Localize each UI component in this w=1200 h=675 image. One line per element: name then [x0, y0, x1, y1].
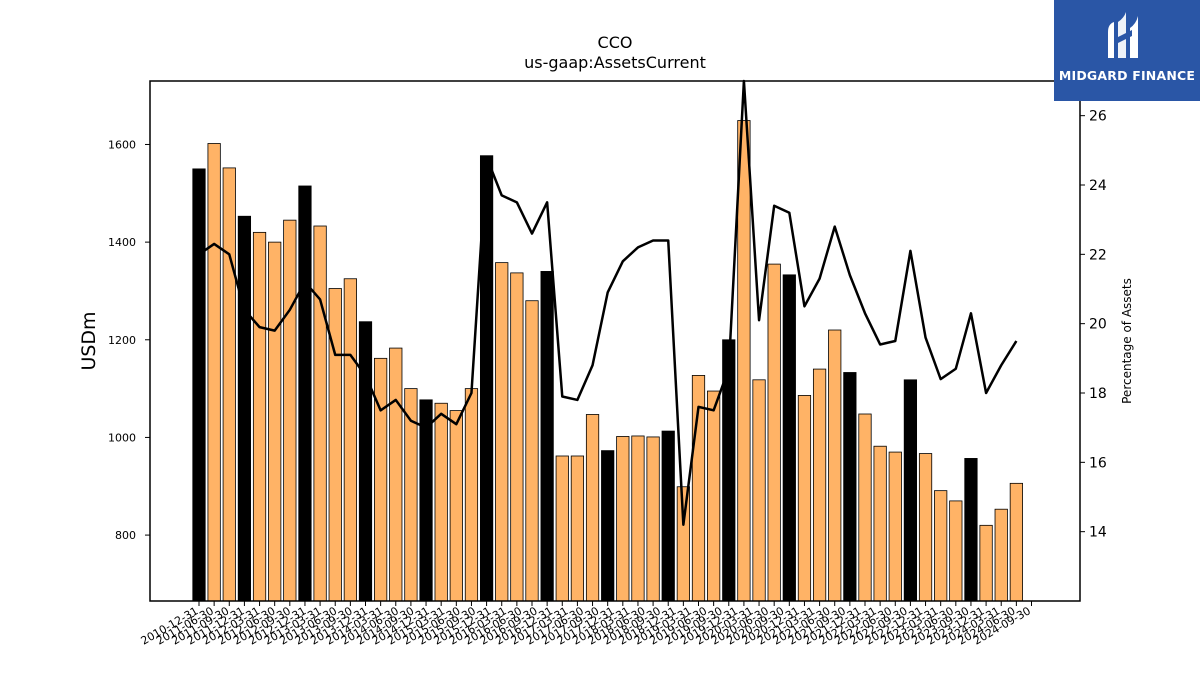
- bar-2022-12-31: [918, 453, 933, 602]
- plot-frame: [149, 80, 1081, 602]
- y2-tick-label: 22: [1089, 247, 1107, 263]
- bar-2020-03-31: [752, 379, 766, 602]
- y2-tick-label: 16: [1089, 455, 1107, 471]
- bar-2021-03-31: [812, 368, 827, 602]
- bar-2022-09-30: [903, 379, 918, 602]
- bar-2017-12-31: [616, 436, 630, 602]
- bar-2017-09-30: [601, 450, 615, 602]
- bar-2017-03-31: [570, 455, 585, 602]
- bar-2022-03-31: [873, 445, 887, 602]
- bar-2012-03-31: [268, 241, 282, 602]
- y-tick-label: 800: [115, 529, 136, 542]
- bar-2012-06-30: [283, 219, 297, 602]
- x-axis: 2010-12-312011-06-302011-09-302011-12-31…: [139, 601, 1033, 648]
- bar-2018-03-31: [631, 435, 645, 602]
- bar-2014-09-30: [419, 399, 433, 602]
- y2-tick-label: 20: [1089, 317, 1107, 333]
- bar-2023-12-31: [979, 524, 993, 602]
- bar-2020-06-30: [767, 263, 781, 602]
- bar-2018-09-30: [661, 430, 675, 602]
- y2-tick-label: 26: [1089, 109, 1107, 125]
- y-tick-label: 1200: [108, 334, 136, 347]
- bar-2015-12-31: [495, 262, 509, 602]
- chart-title: CCO: [598, 33, 633, 52]
- bar-2010-12-31: [192, 168, 206, 602]
- bar-2011-03-31: [207, 143, 221, 602]
- y-axis-right: 14 16 18 20 22 24 26: [1080, 109, 1107, 541]
- bar-2022-06-30: [888, 451, 902, 602]
- bar-2014-03-31: [389, 347, 403, 602]
- bar-2024-06-30: [1009, 482, 1023, 602]
- y2-axis-label: Percentage of Assets: [1120, 278, 1134, 404]
- bar-2016-12-31: [555, 455, 569, 602]
- bar-2013-09-30: [358, 321, 373, 602]
- bar-2016-09-30: [540, 271, 554, 602]
- y-tick-label: 1400: [108, 236, 136, 249]
- bar-2017-06-30: [585, 414, 600, 602]
- bar-2016-03-31: [510, 272, 524, 602]
- y-axis-label: USDm: [78, 311, 100, 370]
- bar-2020-09-30: [782, 274, 796, 602]
- bar-2019-12-31: [737, 120, 751, 602]
- bar-2018-06-30: [646, 436, 660, 602]
- bar-2019-06-30: [707, 390, 721, 602]
- bar-2021-09-30: [843, 372, 857, 602]
- bar-2023-09-30: [964, 458, 978, 602]
- bar-2016-06-30: [525, 300, 539, 602]
- logo-text: MIDGARD FINANCE: [1058, 68, 1196, 83]
- bar-2013-12-31: [374, 357, 388, 602]
- y-tick-label: 1600: [108, 138, 136, 151]
- bar-2012-09-30: [298, 185, 312, 602]
- bar-2011-09-30: [237, 215, 252, 602]
- bar-2024-03-31: [994, 508, 1008, 602]
- bar-2013-06-30: [343, 278, 357, 602]
- midgard-logo-icon: [1108, 12, 1138, 58]
- y2-tick-label: 14: [1089, 525, 1107, 541]
- bar-2015-06-30: [464, 388, 479, 602]
- bar-series: [192, 120, 1023, 602]
- y-tick-label: 1000: [108, 431, 136, 444]
- bar-2015-03-31: [449, 410, 463, 602]
- brand-logo: MIDGARD FINANCE: [1054, 0, 1200, 101]
- bar-2011-12-31: [252, 231, 267, 602]
- bar-2023-06-30: [949, 500, 963, 602]
- y2-tick-label: 18: [1089, 386, 1107, 402]
- bar-2014-12-31: [434, 402, 448, 602]
- bar-2020-12-31: [797, 395, 812, 602]
- bar-2023-03-31: [934, 490, 948, 602]
- bar-2021-06-30: [828, 329, 842, 602]
- chart-subtitle: us-gaap:AssetsCurrent: [524, 53, 706, 72]
- y2-tick-label: 24: [1089, 178, 1107, 194]
- bar-2021-12-31: [858, 413, 872, 602]
- bar-2012-12-31: [313, 225, 327, 602]
- percentage-line: [198, 79, 1018, 526]
- bar-2011-06-30: [222, 167, 236, 602]
- y-axis-left: 800 1000 1200 1400 1600: [108, 138, 150, 542]
